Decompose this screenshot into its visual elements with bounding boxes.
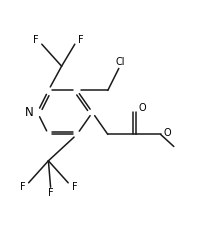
Text: O: O bbox=[163, 128, 171, 138]
Text: F: F bbox=[20, 182, 25, 192]
Text: O: O bbox=[139, 104, 146, 114]
Text: F: F bbox=[72, 182, 77, 192]
Text: F: F bbox=[48, 188, 53, 198]
Text: F: F bbox=[78, 35, 84, 45]
Text: Cl: Cl bbox=[116, 57, 125, 67]
Text: N: N bbox=[25, 106, 34, 119]
Text: F: F bbox=[33, 35, 38, 45]
